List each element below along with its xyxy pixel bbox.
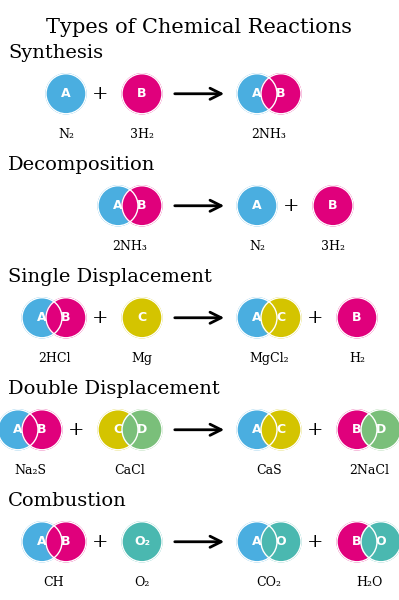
- Circle shape: [98, 186, 138, 226]
- Circle shape: [22, 410, 62, 450]
- Circle shape: [261, 410, 301, 450]
- Text: B: B: [352, 535, 362, 548]
- Text: O₂: O₂: [134, 535, 150, 548]
- Text: B: B: [37, 423, 47, 436]
- Circle shape: [22, 298, 62, 338]
- Text: D: D: [137, 423, 147, 436]
- Text: A: A: [37, 535, 47, 548]
- Text: 2NH₃: 2NH₃: [251, 128, 286, 141]
- Text: 2HCl: 2HCl: [38, 352, 70, 365]
- Text: Decomposition: Decomposition: [8, 156, 155, 174]
- Text: +: +: [92, 533, 108, 551]
- Text: 2NaCl: 2NaCl: [349, 464, 389, 477]
- Text: 2NH₃: 2NH₃: [113, 240, 148, 253]
- Text: +: +: [283, 197, 299, 215]
- Text: CaCl: CaCl: [115, 464, 145, 477]
- Text: A: A: [252, 535, 262, 548]
- Circle shape: [122, 522, 162, 562]
- Text: B: B: [61, 535, 71, 548]
- Text: Synthesis: Synthesis: [8, 44, 103, 62]
- Circle shape: [261, 74, 301, 114]
- Text: CaS: CaS: [256, 464, 282, 477]
- Text: B: B: [61, 311, 71, 324]
- Text: C: C: [277, 423, 286, 436]
- Text: +: +: [92, 309, 108, 327]
- Text: Na₂S: Na₂S: [14, 464, 46, 477]
- Text: +: +: [68, 421, 84, 439]
- Text: A: A: [113, 199, 123, 212]
- Text: 3H₂: 3H₂: [130, 128, 154, 141]
- Circle shape: [46, 298, 86, 338]
- Text: C: C: [113, 423, 122, 436]
- Text: B: B: [352, 311, 362, 324]
- Text: C: C: [137, 311, 146, 324]
- Text: 3H₂: 3H₂: [321, 240, 345, 253]
- Text: A: A: [13, 423, 23, 436]
- Circle shape: [261, 298, 301, 338]
- Text: Single Displacement: Single Displacement: [8, 268, 212, 286]
- Text: CO₂: CO₂: [257, 576, 282, 589]
- Text: Double Displacement: Double Displacement: [8, 380, 220, 398]
- Circle shape: [237, 410, 277, 450]
- Circle shape: [237, 298, 277, 338]
- Text: O₂: O₂: [134, 576, 150, 589]
- Circle shape: [337, 522, 377, 562]
- Text: A: A: [61, 87, 71, 100]
- Circle shape: [122, 410, 162, 450]
- Text: N₂: N₂: [58, 128, 74, 141]
- Circle shape: [361, 410, 399, 450]
- Circle shape: [237, 522, 277, 562]
- Circle shape: [22, 522, 62, 562]
- Text: H₂O: H₂O: [356, 576, 382, 589]
- Text: H₂: H₂: [349, 352, 365, 365]
- Text: CH: CH: [43, 576, 64, 589]
- Circle shape: [261, 522, 301, 562]
- Text: +: +: [92, 85, 108, 103]
- Text: +: +: [307, 421, 323, 439]
- Text: D: D: [376, 423, 386, 436]
- Text: A: A: [252, 423, 262, 436]
- Circle shape: [0, 410, 38, 450]
- Text: O: O: [376, 535, 386, 548]
- Circle shape: [337, 410, 377, 450]
- Circle shape: [122, 74, 162, 114]
- Text: A: A: [252, 87, 262, 100]
- Text: B: B: [137, 199, 147, 212]
- Circle shape: [46, 522, 86, 562]
- Text: Types of Chemical Reactions: Types of Chemical Reactions: [47, 18, 352, 37]
- Circle shape: [98, 410, 138, 450]
- Text: B: B: [276, 87, 286, 100]
- Text: Combustion: Combustion: [8, 492, 127, 510]
- Text: +: +: [307, 309, 323, 327]
- Text: MgCl₂: MgCl₂: [249, 352, 289, 365]
- Circle shape: [237, 74, 277, 114]
- Text: +: +: [307, 533, 323, 551]
- Circle shape: [122, 186, 162, 226]
- Circle shape: [122, 298, 162, 338]
- Text: O: O: [276, 535, 286, 548]
- Circle shape: [313, 186, 353, 226]
- Text: B: B: [352, 423, 362, 436]
- Text: A: A: [252, 199, 262, 212]
- Circle shape: [46, 74, 86, 114]
- Text: N₂: N₂: [249, 240, 265, 253]
- Text: A: A: [37, 311, 47, 324]
- Text: B: B: [328, 199, 338, 212]
- Text: Mg: Mg: [132, 352, 152, 365]
- Circle shape: [337, 298, 377, 338]
- Text: B: B: [137, 87, 147, 100]
- Text: A: A: [252, 311, 262, 324]
- Circle shape: [237, 186, 277, 226]
- Circle shape: [361, 522, 399, 562]
- Text: C: C: [277, 311, 286, 324]
